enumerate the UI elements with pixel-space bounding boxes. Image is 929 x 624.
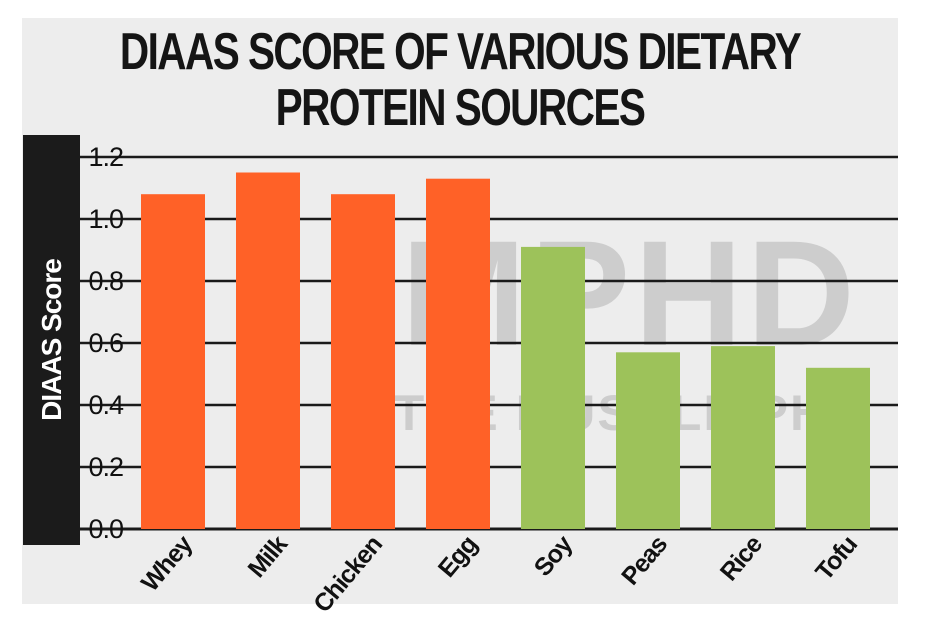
y-tick-label: 0.2 <box>88 452 123 482</box>
bar-tofu <box>806 367 870 529</box>
x-tick-label: Soy <box>529 530 579 582</box>
y-tick-label: 1.0 <box>88 204 123 234</box>
y-tick-label: 0.0 <box>88 514 123 544</box>
bar-rice <box>711 346 775 529</box>
bar-peas <box>616 352 680 529</box>
chart-title-line-2: PROTEIN SOURCES <box>275 79 646 137</box>
y-tick-label: 0.6 <box>88 328 123 358</box>
x-tick-label: Rice <box>715 530 769 586</box>
chart-title: DIAAS SCORE OF VARIOUS DIETARY PROTEIN S… <box>22 24 898 136</box>
bar-whey <box>141 194 205 529</box>
bars <box>141 172 870 529</box>
x-tick-label: Milk <box>242 530 293 583</box>
bar-milk <box>236 172 300 529</box>
chart-title-line-1: DIAAS SCORE OF VARIOUS DIETARY <box>119 23 802 81</box>
y-axis-label-box <box>23 135 80 545</box>
y-tick-labels: 0.0 0.2 0.4 0.6 0.8 1.0 1.2 <box>88 142 125 544</box>
y-tick-label: 0.8 <box>88 266 123 296</box>
bar-chicken <box>331 194 395 529</box>
y-tick-label: 0.4 <box>88 390 124 420</box>
x-tick-labels: Whey Milk Chicken Egg Soy Peas Rice Tofu <box>136 530 863 618</box>
y-tick-label: 1.2 <box>88 142 123 172</box>
x-tick-label: Egg <box>433 531 483 583</box>
x-tick-label: Whey <box>136 530 198 597</box>
bar-soy <box>521 246 585 529</box>
x-tick-label: Chicken <box>308 531 387 618</box>
x-tick-label: Peas <box>616 531 672 591</box>
x-tick-label: Tofu <box>810 531 862 586</box>
bar-egg <box>426 178 490 529</box>
